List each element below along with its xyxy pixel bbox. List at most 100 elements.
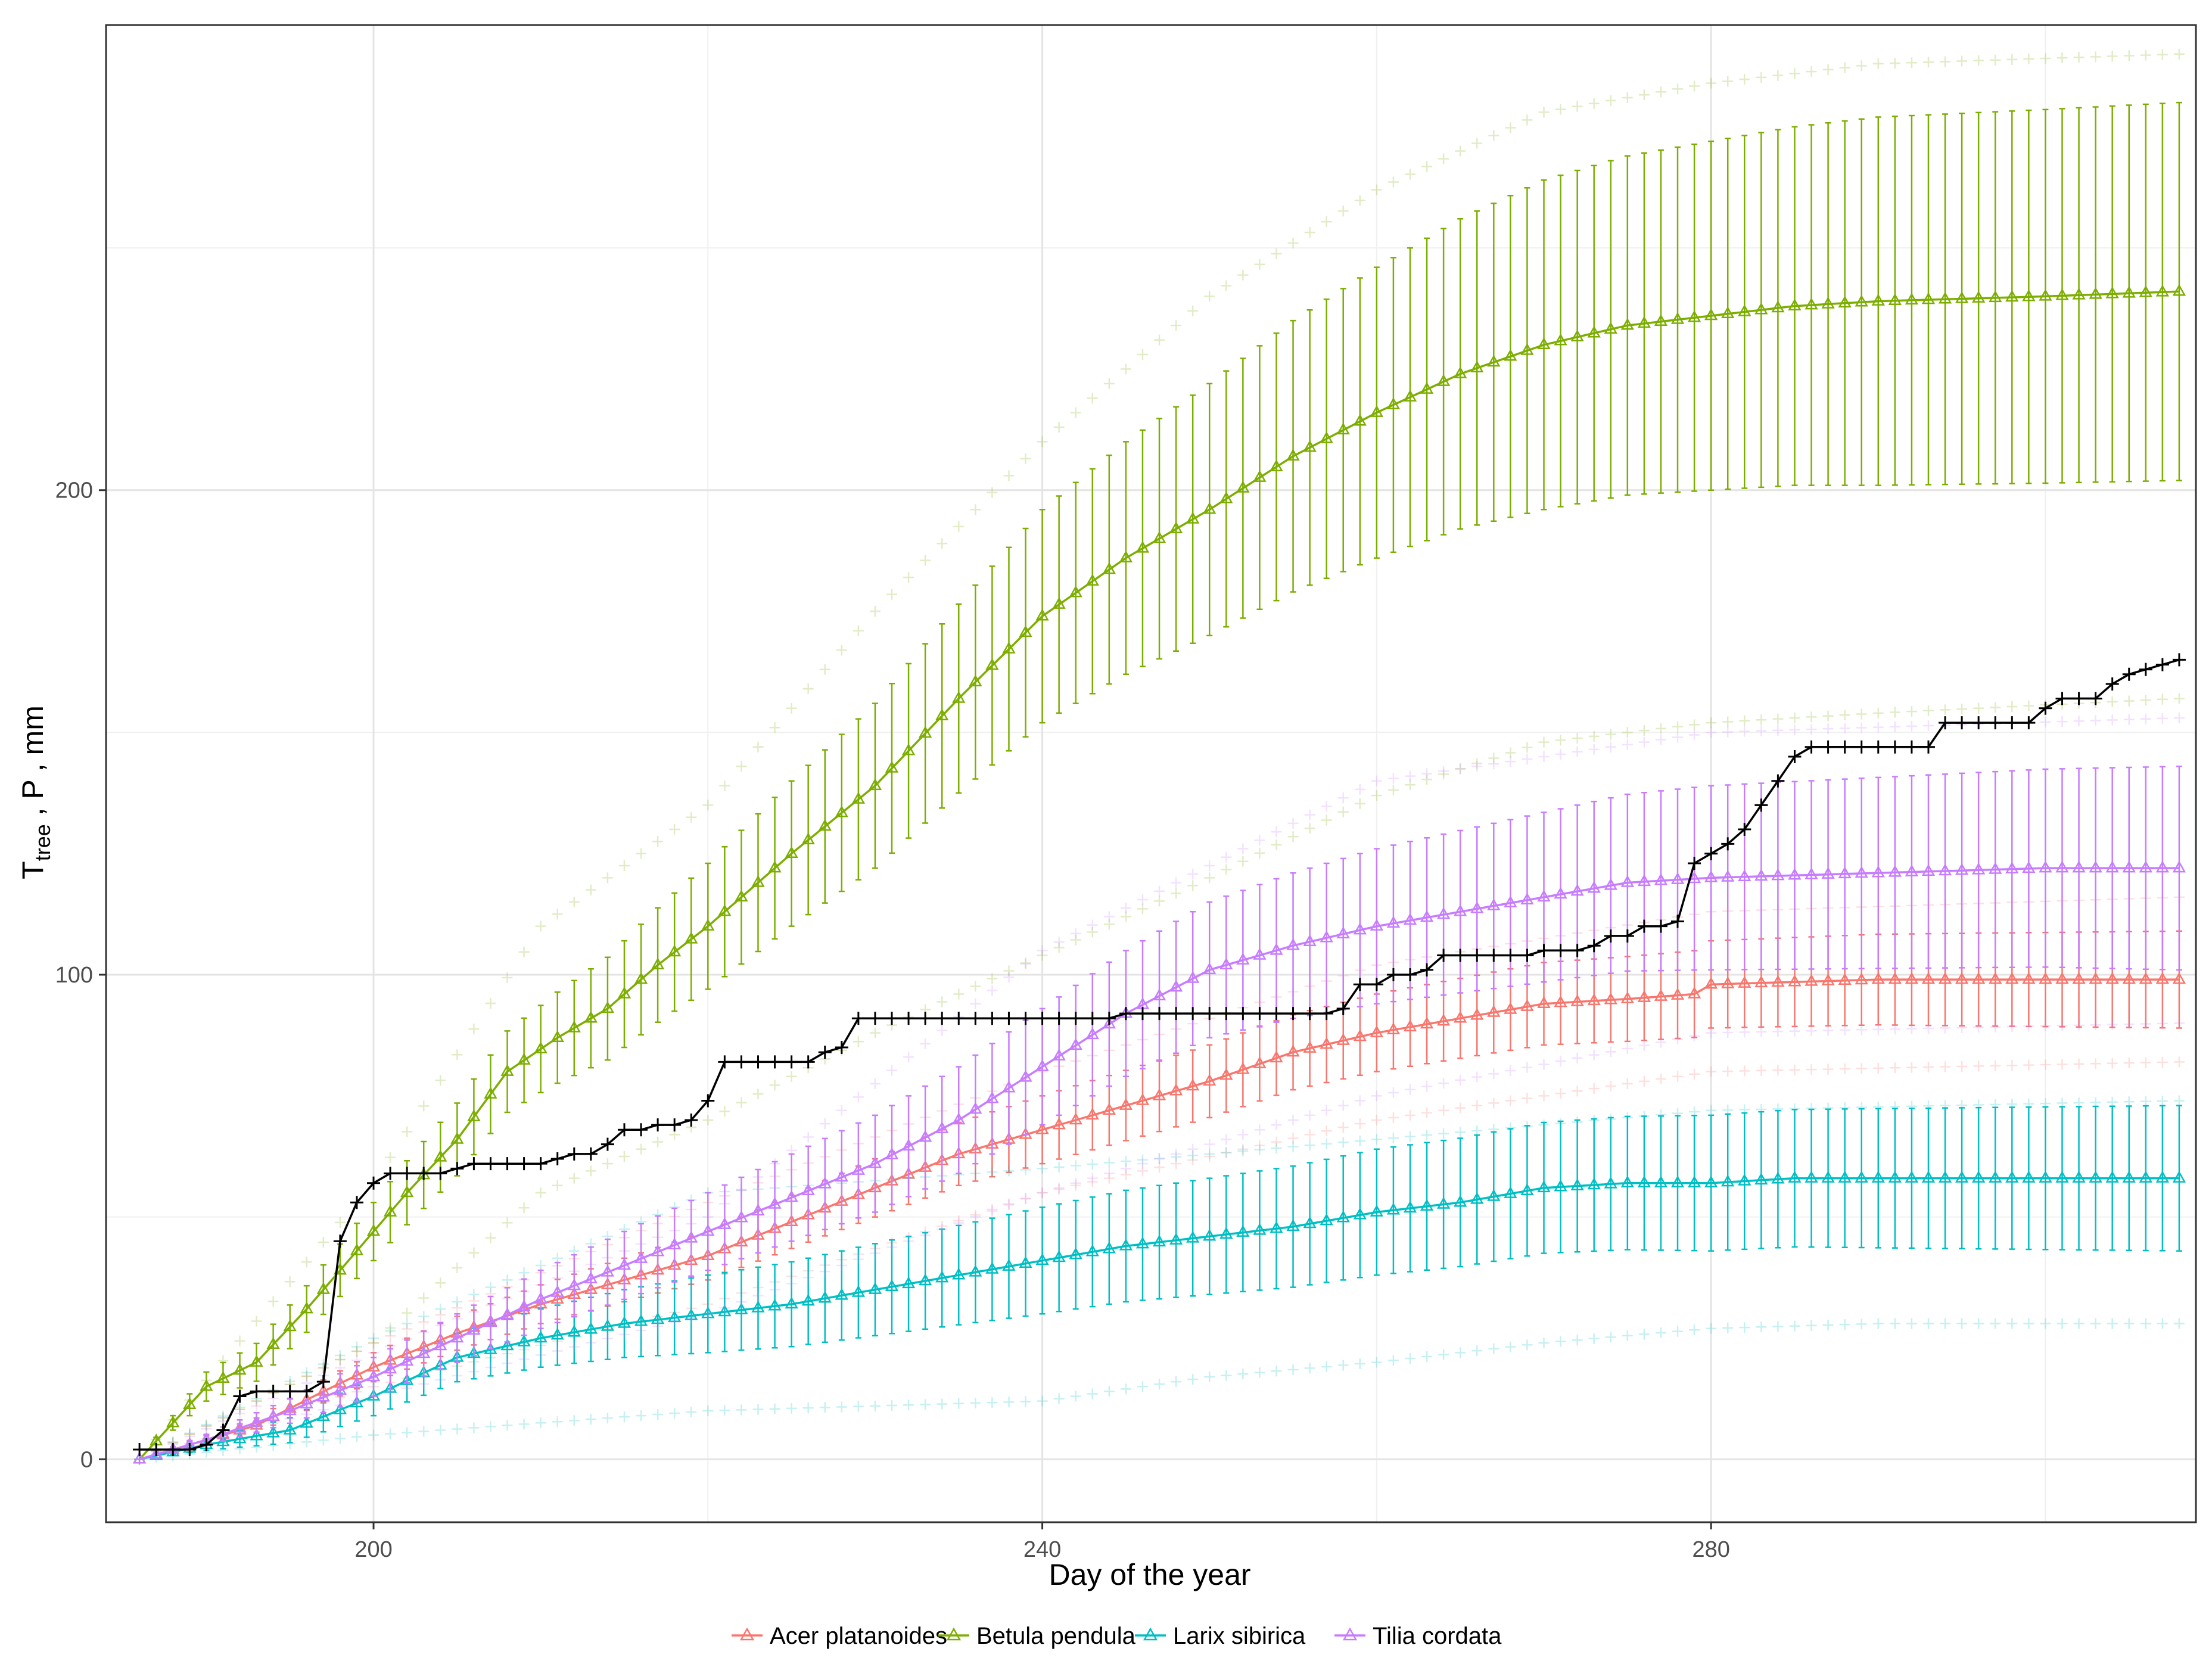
band-marker xyxy=(719,780,730,791)
band-marker xyxy=(1137,903,1148,915)
band-marker xyxy=(1689,719,1700,730)
band-marker xyxy=(1922,720,1934,732)
band-marker xyxy=(1387,1355,1399,1366)
band-marker xyxy=(2157,713,2168,724)
band-marker xyxy=(1087,926,1098,938)
mean-marker xyxy=(617,1316,631,1328)
mean-line xyxy=(139,867,2179,1460)
mean-marker xyxy=(919,1130,932,1142)
precipitation-marker xyxy=(1671,915,1685,928)
mean-marker xyxy=(1203,1229,1217,1241)
mean-marker xyxy=(835,1288,848,1300)
precipitation-marker xyxy=(2122,667,2136,681)
mean-marker xyxy=(2155,972,2170,984)
band-marker xyxy=(1237,843,1249,854)
mean-marker xyxy=(1320,431,1333,443)
band-marker xyxy=(1404,1131,1415,1142)
mean-marker xyxy=(801,1183,815,1195)
band-marker xyxy=(1605,1332,1616,1343)
band-marker xyxy=(1889,58,1900,69)
band-marker xyxy=(2006,54,2018,65)
mean-marker xyxy=(1085,1244,1099,1257)
band-marker xyxy=(618,1150,630,1162)
y-axis-title-rest: , P , mm xyxy=(16,705,49,824)
mean-marker xyxy=(1219,491,1233,503)
band-marker xyxy=(1053,422,1065,433)
band-marker xyxy=(719,1106,730,1117)
mean-marker xyxy=(2005,862,2019,873)
band-marker xyxy=(1889,721,1900,732)
band-marker xyxy=(602,1158,613,1170)
band-marker xyxy=(1706,1323,1717,1334)
band-marker xyxy=(351,1431,362,1442)
mean-marker xyxy=(450,1131,464,1144)
mean-marker xyxy=(2005,290,2019,302)
band-upper-markers xyxy=(134,48,2185,1465)
band-marker xyxy=(1020,957,1031,969)
band-marker xyxy=(1120,1156,1131,1167)
mean-marker xyxy=(1504,1186,1517,1198)
band-marker xyxy=(752,1290,764,1301)
mean-marker xyxy=(634,972,648,984)
band-marker xyxy=(385,1330,396,1342)
precipitation-marker xyxy=(768,1055,782,1069)
precipitation-marker xyxy=(1353,978,1367,991)
mean-marker xyxy=(500,1307,514,1320)
precipitation-marker xyxy=(985,1012,999,1025)
band-marker xyxy=(1103,1173,1115,1184)
band-marker xyxy=(1872,722,1884,733)
mean-marker xyxy=(1253,470,1267,482)
mean-marker xyxy=(668,944,682,957)
band-marker xyxy=(1990,1021,2001,1033)
mean-marker xyxy=(1670,1175,1685,1187)
legend-key-marker xyxy=(946,1627,962,1641)
mean-marker xyxy=(1587,1177,1601,1190)
mean-marker xyxy=(651,1312,665,1324)
band-marker xyxy=(886,589,898,600)
band-marker xyxy=(1387,785,1399,796)
mean-marker xyxy=(1989,290,2002,303)
band-marker xyxy=(970,998,981,1009)
mean-marker xyxy=(132,1451,147,1464)
mean-marker xyxy=(450,1330,464,1343)
mean-marker xyxy=(333,1383,347,1395)
mean-marker xyxy=(1537,890,1551,902)
band-marker xyxy=(585,1165,596,1177)
mean-marker xyxy=(2072,972,2086,984)
band-marker xyxy=(318,1237,329,1248)
mean-marker xyxy=(952,1112,966,1125)
band-marker xyxy=(1839,723,1850,734)
precipitation-marker xyxy=(701,1094,715,1108)
band-marker xyxy=(987,1167,998,1178)
band-marker xyxy=(618,860,630,872)
mean-marker xyxy=(2172,1171,2186,1183)
mean-marker xyxy=(651,957,665,969)
band-marker xyxy=(1739,726,1750,737)
band-marker xyxy=(1221,1147,1232,1158)
legend-label: Larix sibirica xyxy=(1173,1623,1306,1649)
band-marker xyxy=(1070,1160,1081,1171)
mean-marker xyxy=(2055,860,2069,873)
mean-marker xyxy=(1587,325,1601,338)
precipitation-marker xyxy=(1721,837,1735,851)
mean-marker xyxy=(1085,574,1099,586)
mean-marker xyxy=(383,1361,397,1374)
band-marker xyxy=(1672,732,1684,743)
band-marker xyxy=(1354,783,1365,795)
precipitation-marker xyxy=(2155,658,2169,671)
mean-marker xyxy=(1019,1256,1032,1268)
band-marker xyxy=(1638,725,1650,736)
band-marker xyxy=(819,1118,830,1130)
precipitation-marker xyxy=(1587,939,1601,953)
band-marker xyxy=(1889,1318,1900,1329)
band-marker xyxy=(736,1097,747,1108)
band-marker xyxy=(2090,715,2101,726)
mean-marker xyxy=(1286,1044,1300,1057)
mean-marker xyxy=(550,1030,564,1042)
band-marker xyxy=(669,1408,680,1419)
band-marker xyxy=(802,1131,814,1143)
mean-marker xyxy=(2172,860,2186,873)
band-marker xyxy=(636,848,647,859)
precipitation-marker xyxy=(2039,701,2052,715)
band-marker xyxy=(1171,888,1182,899)
